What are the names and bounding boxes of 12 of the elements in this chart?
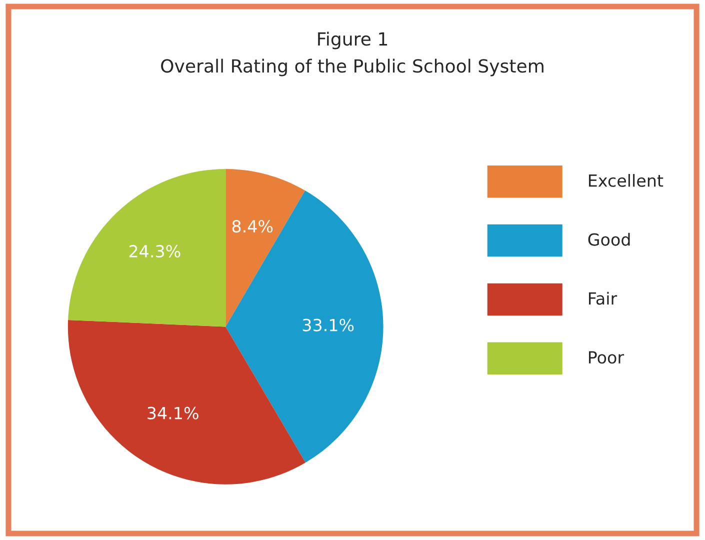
data-label: 24.3% [129, 244, 180, 258]
legend-label: Fair [588, 292, 618, 305]
data-label: 34.1% [148, 406, 198, 420]
chart-title: Figure 1 [318, 32, 388, 50]
data-label: 8.4% [232, 220, 273, 233]
legend-label: Poor [588, 351, 624, 364]
data-label: 33.1% [302, 318, 354, 332]
pie-slice [226, 190, 384, 463]
pie-slice [68, 169, 226, 327]
legend-label: Good [588, 232, 630, 246]
chart-subtitle: Overall Rating of the Public School System [161, 58, 544, 76]
legend-label: Excellent [588, 174, 664, 187]
